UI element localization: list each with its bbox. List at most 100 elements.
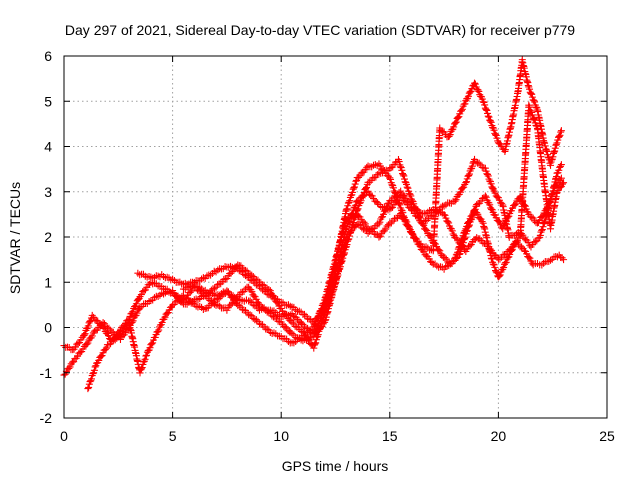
data-point <box>246 311 254 319</box>
data-point <box>500 263 508 271</box>
y-tick-label: 3 <box>44 184 52 200</box>
x-tick-label: 0 <box>60 428 68 444</box>
data-point <box>531 238 539 246</box>
data-point <box>464 218 472 226</box>
data-point <box>355 212 363 220</box>
data-point <box>555 166 563 174</box>
data-point <box>343 205 351 213</box>
data-point <box>288 318 296 326</box>
data-point <box>441 254 449 262</box>
data-point <box>175 296 183 304</box>
data-point <box>538 213 546 221</box>
data-point <box>465 170 473 178</box>
data-point <box>105 332 113 340</box>
data-point <box>481 101 489 109</box>
data-point <box>436 247 444 255</box>
data-point <box>155 326 163 334</box>
data-point <box>415 208 423 216</box>
data-point <box>352 177 360 185</box>
data-point <box>442 263 450 271</box>
data-point <box>551 144 559 152</box>
data-point <box>541 142 549 150</box>
data-point <box>240 270 248 278</box>
data-point <box>189 299 197 307</box>
data-point <box>229 292 237 300</box>
data-point <box>169 301 177 309</box>
data-point <box>376 232 384 240</box>
data-point <box>487 205 495 213</box>
data-point <box>83 340 91 348</box>
data-point <box>527 108 535 116</box>
data-point <box>90 327 98 335</box>
data-point <box>350 184 358 192</box>
data-point <box>287 328 295 336</box>
y-tick-label: 2 <box>44 229 52 245</box>
data-point <box>74 352 82 360</box>
data-point <box>95 356 103 364</box>
data-point <box>102 344 110 352</box>
data-point <box>386 164 394 172</box>
data-point <box>346 197 354 205</box>
data-point <box>460 228 468 236</box>
data-point <box>223 275 231 283</box>
data-point <box>226 290 234 298</box>
data-point <box>471 79 479 87</box>
data-point <box>379 210 387 218</box>
data-point <box>409 230 417 238</box>
data-point <box>498 199 506 207</box>
axis-ticks: 0 5 10 15 20 25 -2 -1 0 1 2 3 4 5 6 <box>40 48 615 444</box>
data-point <box>400 172 408 180</box>
data-point <box>532 121 540 129</box>
data-point <box>281 323 289 331</box>
data-point <box>560 179 568 187</box>
data-point <box>137 365 145 373</box>
data-point <box>451 197 459 205</box>
data-point <box>389 184 397 192</box>
data-point <box>466 242 474 250</box>
data-point <box>227 301 235 309</box>
data-point <box>360 218 368 226</box>
data-point <box>172 298 180 306</box>
data-point <box>102 323 110 331</box>
data-point <box>290 339 298 347</box>
data-point <box>347 191 355 199</box>
data-point <box>71 343 79 351</box>
data-point <box>458 235 466 243</box>
data-point <box>507 245 515 253</box>
data-point <box>461 100 469 108</box>
data-point <box>530 115 538 123</box>
data-point <box>134 269 142 277</box>
data-point <box>499 265 507 273</box>
data-point <box>456 188 464 196</box>
data-point <box>257 285 265 293</box>
data-point <box>317 324 325 332</box>
data-point <box>437 127 445 135</box>
x-tick-label: 5 <box>169 428 177 444</box>
data-point <box>495 218 503 226</box>
data-point <box>548 156 556 164</box>
data-point <box>298 319 306 327</box>
data-point <box>254 281 262 289</box>
data-point <box>558 180 566 188</box>
data-point <box>214 266 222 274</box>
data-point <box>411 234 419 242</box>
data-point <box>395 200 403 208</box>
data-point <box>464 92 472 100</box>
data-point <box>486 201 494 209</box>
data-point <box>557 162 565 170</box>
data-point <box>398 166 406 174</box>
data-point <box>84 339 92 347</box>
data-point <box>526 254 534 262</box>
data-point <box>473 234 481 242</box>
data-point <box>445 132 453 140</box>
data-point <box>243 272 251 280</box>
y-tick-label: -2 <box>40 410 53 426</box>
data-point <box>404 184 412 192</box>
data-point <box>489 260 497 268</box>
data-point <box>169 287 177 295</box>
data-point <box>495 272 503 280</box>
data-point <box>223 287 231 295</box>
data-point <box>422 225 430 233</box>
data-point <box>314 312 322 320</box>
data-point <box>446 131 454 139</box>
